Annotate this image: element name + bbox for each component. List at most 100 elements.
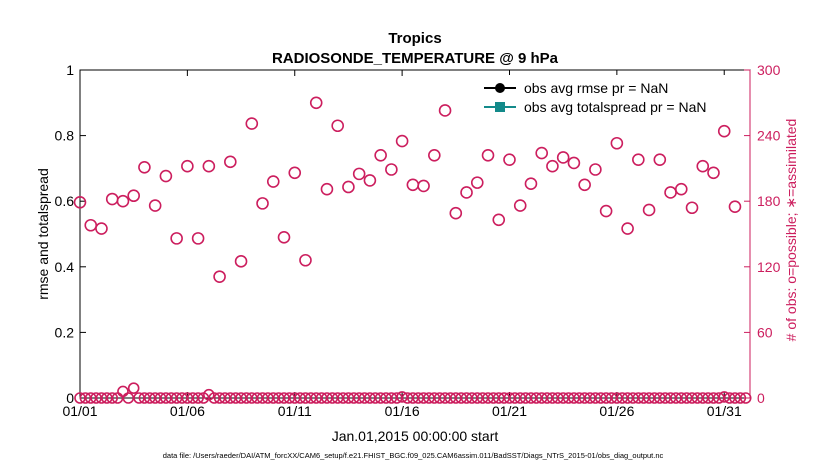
y-left-tick-label: 0 xyxy=(66,390,74,406)
possible-obs-point xyxy=(589,163,602,176)
possible-obs-point xyxy=(352,167,366,181)
x-tick-label: 01/16 xyxy=(385,403,420,419)
legend-totalspread-marker xyxy=(495,102,505,112)
chart-title: Tropics xyxy=(388,30,441,47)
possible-obs-point xyxy=(406,178,420,192)
possible-obs-point xyxy=(288,166,302,180)
possible-obs-point xyxy=(696,159,710,173)
plot-area: 01/01 01/06 01/11 01/16 01/21 01/26 01/31 0 0.2 0… xyxy=(55,62,781,419)
possible-obs-point xyxy=(642,203,656,217)
legend-box xyxy=(478,75,746,117)
possible-obs-point xyxy=(127,189,140,203)
possible-obs-point xyxy=(653,153,667,166)
possible-obs-point xyxy=(105,192,119,206)
y-axis-left-label: rmse and totalspread xyxy=(35,168,51,300)
possible-obs-point xyxy=(181,159,194,173)
possible-obs-point xyxy=(503,153,516,166)
possible-obs-point xyxy=(385,163,398,176)
possible-obs-point xyxy=(728,200,742,213)
possible-obs-point xyxy=(395,134,409,148)
possible-obs-point xyxy=(299,253,312,267)
x-tick-label: 01/06 xyxy=(170,403,205,419)
legend-rmse-label: obs avg rmse pr = NaN xyxy=(524,80,668,96)
possible-obs-point xyxy=(224,155,237,169)
possible-obs-point xyxy=(148,199,162,212)
x-tick-label: 01/26 xyxy=(599,403,634,419)
possible-obs-point xyxy=(342,180,355,194)
possible-obs-point xyxy=(492,213,506,227)
y-left-tick-label: 0.4 xyxy=(55,259,75,275)
footer-data-file: data file: /Users/raeder/DAI/ATM_forcXX/… xyxy=(163,451,664,460)
possible-obs-point xyxy=(320,182,334,196)
assimilated-obs-point xyxy=(396,391,408,403)
possible-obs-point xyxy=(460,186,473,199)
y-left-tick-label: 0.2 xyxy=(55,324,75,340)
possible-obs-point xyxy=(513,199,527,212)
possible-obs-point xyxy=(84,218,98,232)
possible-obs-point xyxy=(213,270,226,283)
x-axis-label: Jan.01,2015 00:00:00 start xyxy=(332,428,499,444)
assimilated-obs-point xyxy=(718,391,731,403)
possible-obs-point xyxy=(524,177,538,191)
possible-obs-point xyxy=(610,136,624,150)
x-tick-label: 01/21 xyxy=(492,403,527,419)
x-tick-label: 01/31 xyxy=(707,403,742,419)
possible-obs-point xyxy=(331,119,344,133)
y-right-tick-label: 60 xyxy=(757,324,773,340)
possible-obs-point xyxy=(535,146,548,160)
y-right-tick-label: 120 xyxy=(757,259,781,275)
possible-obs-point xyxy=(363,174,377,187)
chart-subtitle: RADIOSONDE_TEMPERATURE @ 9 hPa xyxy=(272,50,559,67)
possible-obs-point xyxy=(266,175,280,188)
possible-obs-point xyxy=(470,176,484,189)
possible-obs-point xyxy=(138,161,151,174)
possible-obs-point xyxy=(277,230,291,244)
y-right-tick-label: 0 xyxy=(757,390,765,406)
possible-obs-point xyxy=(202,159,216,173)
y-axis-right-label: # of obs: o=possible; ∗=assimilated xyxy=(783,119,799,342)
y-left-tick-label: 1 xyxy=(66,62,74,78)
x-tick-label: 01/11 xyxy=(278,403,312,419)
possible-obs-point xyxy=(567,156,581,170)
possible-obs-point xyxy=(170,232,183,245)
possible-obs-point xyxy=(707,166,720,180)
possible-obs-point xyxy=(632,153,645,166)
possible-obs-point xyxy=(417,179,430,193)
legend-rmse-marker xyxy=(495,83,505,93)
possible-obs-point xyxy=(685,201,699,215)
possible-obs-point xyxy=(159,169,173,183)
legend-totalspread-label: obs avg totalspread pr = NaN xyxy=(524,99,707,115)
possible-obs-point xyxy=(438,104,452,117)
possible-obs-point xyxy=(578,178,591,192)
assimilated-obs-point xyxy=(117,385,129,398)
y-right-tick-label: 180 xyxy=(757,193,781,209)
possible-obs-point xyxy=(256,197,269,210)
possible-obs-point xyxy=(556,151,570,164)
assimilated-obs-point xyxy=(734,392,747,404)
possible-obs-point xyxy=(599,204,613,218)
possible-obs-point xyxy=(621,222,634,235)
y-right-tick-label: 300 xyxy=(757,62,781,78)
possible-obs-point xyxy=(234,255,248,268)
assimilated-obs-point xyxy=(739,392,752,404)
assimilated-obs-point xyxy=(192,392,204,404)
y-left-tick-label: 0.8 xyxy=(55,128,75,144)
assimilated-obs-point xyxy=(385,392,398,404)
possible-obs-point xyxy=(191,232,205,245)
possible-obs-point xyxy=(245,117,259,130)
possible-obs-point xyxy=(374,148,387,162)
assimilated-obs-point xyxy=(127,382,140,394)
possible-obs-point xyxy=(717,124,731,138)
x-tick-label: 01/01 xyxy=(62,403,97,419)
assimilated-obs-point xyxy=(106,392,119,404)
y-right-tick-label: 240 xyxy=(757,128,781,144)
possible-obs-point xyxy=(546,159,559,173)
possible-obs-point xyxy=(116,194,130,208)
possible-obs-point xyxy=(428,148,441,162)
possible-obs-point xyxy=(309,96,323,110)
possible-obs-point xyxy=(95,222,108,235)
possible-obs-point xyxy=(449,206,463,220)
possible-obs-point xyxy=(674,182,688,196)
legend: obs avg rmse pr = NaN obs avg totalsprea… xyxy=(478,75,746,117)
